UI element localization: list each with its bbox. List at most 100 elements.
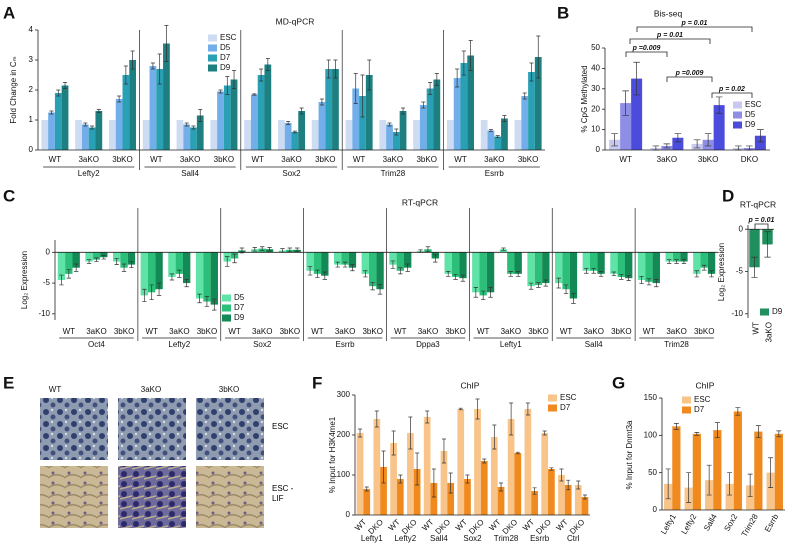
bar xyxy=(713,105,725,150)
bar xyxy=(692,433,701,510)
error-bar xyxy=(663,143,671,149)
group-label: Sox2 xyxy=(282,169,301,178)
y-tick-label: 200 xyxy=(337,430,351,439)
x-tick-label: 3aKO xyxy=(657,155,677,164)
bar xyxy=(386,124,393,150)
column-label: 3aKO xyxy=(141,385,161,394)
error-bar xyxy=(706,464,712,496)
error-bar xyxy=(488,129,493,132)
bar xyxy=(363,489,371,515)
bar xyxy=(163,43,170,150)
y-axis-label: Log₂ Expression xyxy=(717,243,726,301)
x-tick-label: 3aKO xyxy=(383,155,403,164)
bar xyxy=(54,93,62,150)
y-tick-label: 0 xyxy=(346,510,351,519)
error-bar xyxy=(157,53,162,85)
legend-label: D7 xyxy=(694,405,705,414)
bar xyxy=(313,252,322,274)
bar xyxy=(501,118,508,150)
y-tick-label: 40 xyxy=(591,64,600,73)
error-bar xyxy=(536,282,541,288)
error-bar xyxy=(480,290,486,301)
significance-bracket xyxy=(629,38,711,44)
bar xyxy=(746,485,755,510)
error-bar xyxy=(509,402,514,436)
chart-title: MD-qPCR xyxy=(276,16,315,26)
bar xyxy=(108,120,116,150)
error-bar xyxy=(265,58,270,71)
error-bar xyxy=(434,73,439,86)
group-label: Sox2 xyxy=(253,340,272,349)
error-bar xyxy=(101,255,107,260)
legend-label: ESC xyxy=(694,395,711,404)
error-bar xyxy=(639,275,644,285)
p-value: p = 0.01 xyxy=(681,20,708,27)
bar xyxy=(480,461,488,515)
error-bar xyxy=(571,293,576,304)
bar xyxy=(369,252,377,287)
chart-title: Bis-seq xyxy=(654,8,683,18)
bar xyxy=(548,469,555,515)
group-label: Sall4 xyxy=(585,340,603,349)
y-tick-label: -10 xyxy=(731,309,743,318)
error-bar xyxy=(598,271,604,277)
bar xyxy=(766,472,775,510)
error-bar xyxy=(522,92,527,100)
x-tick-label: 3aKO xyxy=(484,155,504,164)
error-bar xyxy=(764,231,771,258)
error-bar xyxy=(475,398,480,420)
error-bar xyxy=(714,422,720,438)
bar xyxy=(277,120,285,150)
bar xyxy=(672,252,681,262)
y-tick-label: 50 xyxy=(591,43,600,52)
significance-bracket xyxy=(666,76,713,82)
legend-label: D7 xyxy=(220,53,231,62)
bar xyxy=(446,120,454,150)
significance-bracket xyxy=(625,51,668,57)
error-bar xyxy=(441,438,446,464)
x-tick-label: WT xyxy=(619,155,632,164)
error-bar xyxy=(622,90,629,116)
error-bar xyxy=(694,270,700,278)
bar xyxy=(127,252,136,265)
error-bar xyxy=(117,95,122,103)
bar xyxy=(210,120,218,150)
x-tick-label: 3bKO xyxy=(315,155,335,164)
bar xyxy=(129,60,137,150)
bar xyxy=(182,252,191,284)
error-bar xyxy=(686,472,692,503)
bar xyxy=(48,112,55,150)
y-tick-label: 300 xyxy=(337,390,351,399)
bar xyxy=(291,132,299,150)
error-bar xyxy=(90,125,95,130)
x-tick-label: 3aKO xyxy=(169,327,189,336)
bar xyxy=(564,485,572,515)
error-bar xyxy=(232,253,237,264)
panel-letter: D xyxy=(722,186,734,205)
bar xyxy=(168,252,176,277)
column-label: WT xyxy=(49,385,62,394)
bar xyxy=(230,79,238,150)
bar xyxy=(311,120,319,150)
bar xyxy=(624,252,633,279)
error-bar xyxy=(709,270,714,278)
bar xyxy=(332,69,339,150)
group-label: Lefty2 xyxy=(78,169,100,178)
bar xyxy=(534,57,542,150)
group-label: Sall4 xyxy=(430,534,448,543)
error-bar xyxy=(398,267,403,275)
x-tick-label: Sox2 xyxy=(722,512,739,533)
error-bar xyxy=(358,428,363,438)
y-tick-label: 0 xyxy=(46,247,51,256)
error-bar xyxy=(367,59,372,91)
error-bar xyxy=(747,473,753,497)
x-tick-label: 3aKO xyxy=(78,155,98,164)
bar xyxy=(700,252,708,268)
bar xyxy=(57,252,66,280)
error-bar xyxy=(626,275,631,281)
bar xyxy=(507,419,515,515)
bar xyxy=(472,252,480,293)
significance-bracket xyxy=(711,92,753,98)
bar xyxy=(190,127,197,150)
